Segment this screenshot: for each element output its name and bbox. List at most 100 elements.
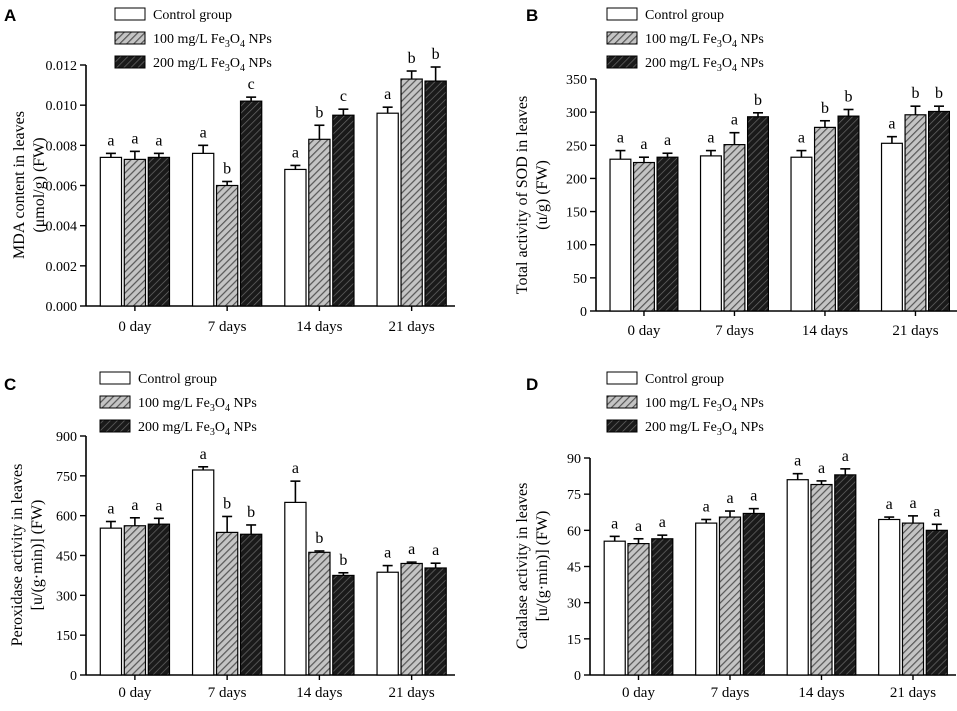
y-tick-label: 900	[56, 430, 77, 445]
legend-label-0: Control group	[138, 372, 217, 387]
bar	[123, 158, 147, 307]
legend-label-0: Control group	[645, 372, 724, 387]
legend: Control group 100 mg/L Fe3O4 NPs 200 mg/L …	[606, 371, 764, 438]
bar	[400, 562, 423, 676]
significance-letter: a	[794, 453, 801, 470]
y-tick-label: 60	[567, 524, 581, 539]
x-tick-label: 7 days	[208, 685, 247, 701]
legend-swatch-1	[114, 31, 146, 45]
bar	[904, 114, 927, 312]
significance-letter: a	[842, 448, 849, 465]
bar	[632, 161, 655, 312]
y-tick-label: 0	[574, 669, 581, 684]
y-tick-label: 750	[56, 470, 77, 485]
bar	[191, 152, 215, 307]
significance-letter: a	[664, 132, 671, 149]
bar	[424, 80, 447, 307]
significance-letter: b	[223, 160, 231, 177]
y-axis-label: MDA content in leaves (μmol/g) (FW)	[11, 111, 48, 259]
y-tick-label: 300	[56, 589, 77, 604]
y-tick-label: 0.010	[46, 99, 78, 114]
bar	[718, 516, 742, 676]
significance-letter: a	[107, 132, 114, 149]
bar	[308, 138, 331, 307]
bar	[215, 531, 239, 676]
significance-letter: a	[155, 497, 162, 514]
significance-letter: b	[247, 504, 255, 521]
legend-swatch-1	[606, 395, 638, 409]
significance-letter: a	[292, 144, 299, 161]
significance-letter: b	[935, 85, 943, 102]
significance-letter: a	[933, 503, 940, 520]
significance-letter: a	[798, 130, 805, 147]
bar	[147, 156, 171, 307]
significance-letter: a	[703, 498, 710, 515]
panel-A: A Control group 100 mg/L Fe3O4 NPs 200 mg/L…	[4, 6, 455, 335]
bar	[376, 112, 399, 307]
y-tick-label: 0	[70, 669, 77, 684]
y-tick-label: 0	[580, 305, 587, 320]
y-tick-label: 200	[566, 172, 587, 187]
y-tick-label: 0.002	[46, 260, 78, 275]
bar	[834, 474, 857, 676]
panel-letter: B	[526, 6, 538, 25]
bar	[925, 529, 948, 676]
bar	[609, 158, 632, 312]
y-tick-label: 75	[567, 488, 581, 503]
bar	[284, 501, 307, 676]
significance-letter: b	[315, 530, 323, 547]
bar	[627, 542, 650, 676]
y-tick-label: 15	[567, 633, 581, 648]
bar	[699, 155, 722, 312]
legend-label-1: 100 mg/L Fe3O4 NPs	[645, 396, 764, 414]
y-tick-label: 0.000	[46, 300, 78, 315]
bar	[786, 479, 809, 676]
bar	[284, 168, 307, 307]
significance-letter: a	[200, 446, 207, 463]
y-tick-label: 350	[566, 73, 587, 88]
panel-letter: A	[4, 6, 16, 25]
bar	[424, 567, 447, 676]
bar	[215, 184, 239, 307]
significance-letter: b	[754, 92, 762, 109]
y-tick-label: 50	[573, 272, 587, 287]
legend-label-2: 200 mg/L Fe3O4 NPs	[645, 420, 764, 438]
significance-letter: a	[384, 545, 391, 562]
significance-letter: a	[909, 495, 916, 512]
y-tick-label: 150	[566, 206, 587, 221]
legend-swatch-2	[114, 55, 146, 69]
bar	[742, 512, 765, 676]
y-tick-label: 100	[566, 239, 587, 254]
significance-letter: a	[888, 116, 895, 133]
significance-letter: b	[911, 85, 919, 102]
x-tick-label: 7 days	[711, 685, 750, 701]
significance-letter: a	[707, 130, 714, 147]
legend-swatch-0	[606, 7, 638, 21]
significance-letter: a	[292, 460, 299, 477]
bar	[656, 156, 679, 312]
y-tick-label: 45	[567, 561, 581, 576]
significance-letter: b	[339, 552, 347, 569]
y-axis-label: Total activity of SOD in leaves (u/g) (FW…	[514, 96, 551, 294]
x-tick-label: 21 days	[389, 319, 435, 335]
panel-D: D Control group 100 mg/L Fe3O4 NPs 200 mg/L…	[514, 371, 956, 701]
significance-letter: a	[408, 541, 415, 558]
y-tick-label: 0.006	[46, 180, 78, 195]
panel-letter: D	[526, 375, 538, 394]
legend-swatch-0	[114, 7, 146, 21]
x-tick-label: 0 day	[118, 685, 151, 701]
significance-letter: a	[750, 488, 757, 505]
bar	[99, 527, 123, 676]
legend-label-1: 100 mg/L Fe3O4 NPs	[138, 396, 257, 414]
y-tick-label: 0.004	[46, 220, 78, 235]
significance-letter: a	[731, 112, 738, 129]
significance-letter: b	[844, 88, 852, 105]
legend-label-1: 100 mg/L Fe3O4 NPs	[645, 32, 764, 50]
bar	[239, 100, 263, 307]
bar	[927, 110, 951, 312]
legend-swatch-2	[606, 55, 638, 69]
significance-letter: a	[611, 515, 618, 532]
y-tick-label: 250	[566, 139, 587, 154]
legend-label-2: 200 mg/L Fe3O4 NPs	[645, 56, 764, 74]
